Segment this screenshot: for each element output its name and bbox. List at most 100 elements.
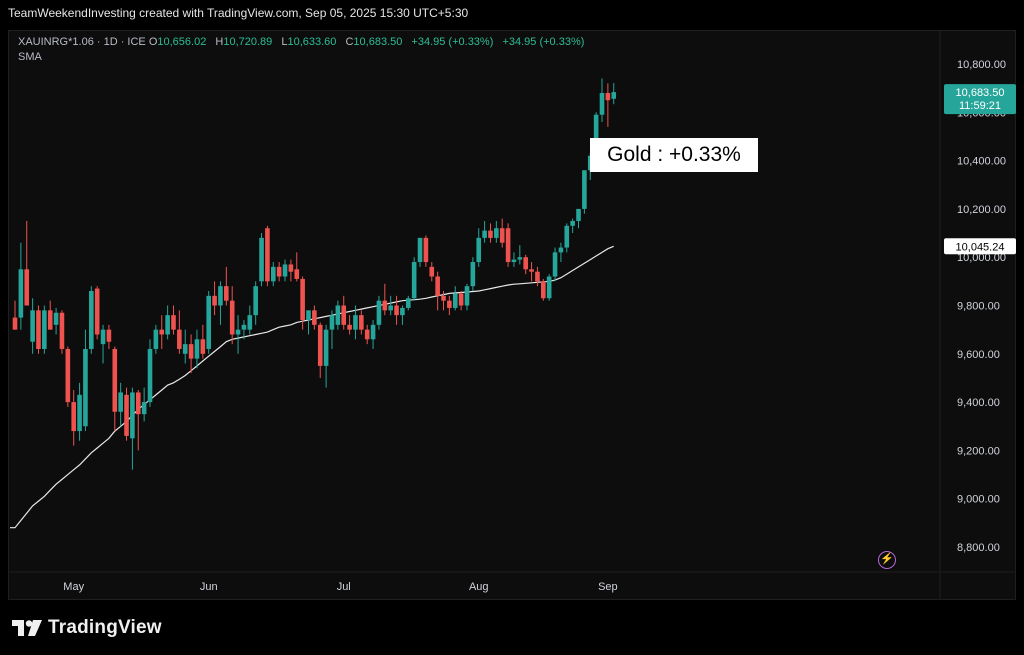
symbol-name: XAUINRG*1.06 · 1D · ICE [18, 36, 146, 48]
x-tick-label: Sep [598, 581, 618, 593]
candle-body [611, 92, 617, 99]
last-price-label: 10,683.50 [956, 87, 1005, 99]
candle-body [177, 329, 182, 349]
candle-body [488, 230, 493, 238]
candle-body [218, 286, 223, 306]
candle-body [65, 348, 71, 403]
candle-body [235, 329, 241, 335]
candle-body [194, 339, 200, 359]
candle-body [605, 92, 611, 101]
candle-body [370, 324, 376, 340]
candle-body [552, 252, 558, 277]
symbol-legend: XAUINRG*1.06 · 1D · ICE O10,656.02 H10,7… [18, 36, 590, 48]
candle-body [89, 291, 94, 349]
candle-body [282, 264, 288, 277]
candle-body [341, 305, 347, 325]
candle-body [535, 271, 540, 282]
candle-body [276, 266, 282, 277]
y-tick-label: 10,400.00 [957, 156, 1006, 168]
x-tick-label: May [63, 581, 84, 593]
candle-body [353, 315, 358, 330]
candle-body [241, 324, 247, 330]
candle-body [458, 293, 464, 306]
candle-body [306, 310, 311, 320]
tradingview-brand: TradingView [12, 616, 162, 640]
candle-body [423, 237, 429, 263]
candle-body [517, 257, 523, 260]
x-tick-label: Jun [200, 581, 218, 593]
candle-body [124, 394, 129, 436]
candle-body [94, 288, 100, 335]
y-tick-label: 9,400.00 [957, 397, 1000, 409]
candle-body [411, 262, 417, 299]
high-label: H [215, 36, 224, 48]
candle-body [270, 266, 276, 282]
candle-body [429, 266, 435, 277]
candle-body [599, 92, 605, 115]
candle-body [364, 329, 370, 340]
candle-body [312, 310, 317, 325]
y-tick-label: 10,200.00 [957, 204, 1006, 216]
candle-body [59, 312, 65, 349]
candle-body [36, 310, 41, 349]
change-value-2: +34.95 (+0.33%) [502, 36, 585, 48]
candle-body [359, 315, 364, 330]
candle-body [546, 276, 552, 299]
candle-body [171, 315, 176, 330]
candle-body [317, 324, 323, 366]
candle-body [470, 262, 476, 287]
candle-body [464, 286, 470, 306]
tradingview-logo-icon [12, 620, 42, 636]
candle-body [77, 394, 82, 432]
candle-body [476, 237, 482, 263]
candle-body [288, 264, 294, 272]
countdown-label: 11:59:21 [959, 100, 1001, 112]
candle-body [200, 339, 206, 354]
candle-body [182, 344, 188, 354]
candle-body [482, 230, 487, 238]
open-value: 10,656.02 [157, 36, 207, 48]
candle-body [505, 228, 511, 263]
candle-body [382, 300, 388, 311]
lightning-icon[interactable]: ⚡ [878, 551, 896, 569]
sma-indicator-label[interactable]: SMA [18, 51, 42, 63]
candle-body [42, 310, 47, 349]
gold-annotation: Gold : +0.33% [590, 138, 758, 172]
candle-body [212, 295, 217, 306]
candle-body [323, 329, 329, 366]
high-value: 10,720.89 [223, 36, 273, 48]
y-tick-label: 9,800.00 [957, 301, 1000, 313]
x-tick-label: Jul [337, 581, 351, 593]
close-value: 10,683.50 [353, 36, 403, 48]
candle-body [523, 257, 528, 270]
candle-body [188, 344, 194, 359]
candle-body [112, 348, 118, 412]
candle-body [388, 305, 393, 311]
close-label: C [345, 36, 354, 48]
y-tick-label: 10,000.00 [957, 252, 1006, 264]
candle-body [511, 259, 517, 263]
candle-body [494, 228, 499, 238]
change-value: +34.95 (+0.33%) [411, 36, 494, 48]
candle-body [141, 402, 147, 415]
candle-body [135, 392, 141, 415]
candle-body [564, 225, 570, 248]
candle-body [447, 300, 452, 308]
candle-body [159, 329, 165, 335]
candle-body [335, 305, 341, 325]
sma-price-tag [944, 238, 1016, 255]
low-value: 10,633.60 [287, 36, 337, 48]
brand-name: TradingView [48, 617, 162, 638]
candle-body [71, 402, 76, 432]
candle-body [576, 208, 581, 221]
candle-body [83, 348, 88, 427]
candle-body [417, 237, 423, 263]
chart-area[interactable] [8, 30, 1016, 600]
candle-body [229, 300, 235, 335]
candle-body [347, 324, 352, 330]
y-tick-label: 10,800.00 [957, 59, 1006, 71]
candle-body [53, 312, 59, 325]
candle-body [435, 276, 440, 296]
candle-body [376, 300, 382, 325]
